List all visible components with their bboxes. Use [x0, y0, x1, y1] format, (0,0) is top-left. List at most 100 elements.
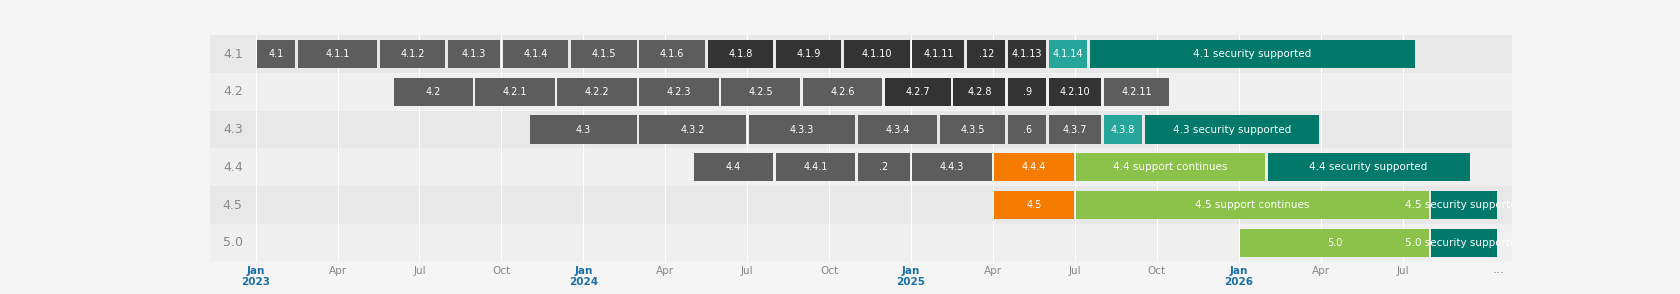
Bar: [502, 40, 568, 68]
Text: 4.1.6: 4.1.6: [660, 49, 684, 59]
Bar: [1077, 153, 1265, 181]
Text: 4.3.5: 4.3.5: [961, 125, 984, 135]
Bar: [640, 116, 746, 144]
Bar: [995, 153, 1074, 181]
Text: 5.0: 5.0: [223, 236, 244, 249]
Text: 4.1.13: 4.1.13: [1011, 49, 1042, 59]
Text: 4.1.5: 4.1.5: [591, 49, 617, 59]
Text: 4.2.5: 4.2.5: [749, 87, 773, 97]
Text: .6: .6: [1023, 125, 1032, 135]
Bar: [1008, 116, 1047, 144]
Bar: [954, 78, 1005, 106]
Text: 5.0: 5.0: [1327, 238, 1342, 248]
Text: 4.4: 4.4: [223, 161, 242, 174]
Bar: [776, 40, 842, 68]
Bar: [571, 40, 637, 68]
Text: 4.1.3: 4.1.3: [462, 49, 486, 59]
Text: 4.3 security supported: 4.3 security supported: [1173, 125, 1292, 135]
Text: 4.1.11: 4.1.11: [924, 49, 954, 59]
Bar: [1267, 153, 1470, 181]
Text: 4.2: 4.2: [425, 87, 440, 97]
Bar: [1104, 78, 1169, 106]
Bar: [210, 111, 255, 148]
Text: 4.4 support continues: 4.4 support continues: [1114, 162, 1228, 172]
Bar: [749, 116, 855, 144]
Text: 4.2.2: 4.2.2: [585, 87, 610, 97]
Text: 4.1.9: 4.1.9: [796, 49, 822, 59]
Text: 4.1: 4.1: [269, 49, 284, 59]
Bar: [885, 78, 951, 106]
Bar: [297, 40, 376, 68]
Text: 4.4: 4.4: [726, 162, 741, 172]
Bar: [1008, 40, 1047, 68]
Text: 4.1.14: 4.1.14: [1053, 49, 1084, 59]
Bar: [210, 186, 255, 224]
Text: 4.1.10: 4.1.10: [862, 49, 892, 59]
Text: 4.5 support continues: 4.5 support continues: [1196, 200, 1310, 210]
Bar: [858, 153, 911, 181]
Text: 4.1.4: 4.1.4: [524, 49, 548, 59]
Bar: [393, 78, 472, 106]
Text: 4.1 security supported: 4.1 security supported: [1193, 49, 1312, 59]
Text: 4.2: 4.2: [223, 85, 242, 98]
Bar: [912, 40, 964, 68]
Bar: [449, 40, 501, 68]
Bar: [640, 78, 719, 106]
Text: 4.2.10: 4.2.10: [1060, 87, 1090, 97]
Bar: [1431, 229, 1497, 257]
Bar: [255, 35, 1512, 73]
Text: 4.2.3: 4.2.3: [667, 87, 690, 97]
Bar: [558, 78, 637, 106]
Text: 4.2.11: 4.2.11: [1121, 87, 1152, 97]
Text: 4.2.1: 4.2.1: [502, 87, 528, 97]
Text: 4.3: 4.3: [576, 125, 591, 135]
Bar: [257, 40, 296, 68]
Bar: [1008, 78, 1047, 106]
Text: ...: ...: [1494, 263, 1505, 276]
Bar: [843, 40, 911, 68]
Text: 5.0 security supported: 5.0 security supported: [1404, 238, 1524, 248]
Text: 4.1.1: 4.1.1: [326, 49, 349, 59]
Text: 4.5 security supported: 4.5 security supported: [1404, 200, 1524, 210]
Bar: [255, 73, 1512, 111]
Text: 4.3.3: 4.3.3: [790, 125, 815, 135]
Text: 4.2.8: 4.2.8: [968, 87, 991, 97]
Text: 4.1.8: 4.1.8: [727, 49, 753, 59]
Text: 4.2.6: 4.2.6: [830, 87, 855, 97]
Text: 4.3: 4.3: [223, 123, 242, 136]
Bar: [1090, 40, 1415, 68]
Text: .2: .2: [879, 162, 889, 172]
Text: 4.4.4: 4.4.4: [1021, 162, 1047, 172]
Bar: [995, 191, 1074, 219]
Bar: [858, 116, 937, 144]
Bar: [968, 40, 1005, 68]
Bar: [1077, 191, 1428, 219]
Text: 4.2.7: 4.2.7: [906, 87, 931, 97]
Bar: [1431, 191, 1497, 219]
Bar: [694, 153, 773, 181]
Bar: [721, 78, 800, 106]
Text: 4.1: 4.1: [223, 48, 242, 61]
Bar: [380, 40, 445, 68]
Text: 4.3.7: 4.3.7: [1063, 125, 1087, 135]
Bar: [803, 78, 882, 106]
Bar: [255, 186, 1512, 224]
Bar: [1240, 229, 1428, 257]
Text: 4.5: 4.5: [1026, 200, 1042, 210]
Bar: [210, 35, 255, 73]
Bar: [475, 78, 554, 106]
Text: 4.4 security supported: 4.4 security supported: [1309, 162, 1428, 172]
Text: 4.3.8: 4.3.8: [1110, 125, 1136, 135]
Bar: [255, 224, 1512, 262]
Bar: [1144, 116, 1319, 144]
Bar: [210, 224, 255, 262]
Bar: [776, 153, 855, 181]
Text: 4.4.3: 4.4.3: [939, 162, 964, 172]
Text: 4.5: 4.5: [223, 198, 242, 212]
Text: .12: .12: [978, 49, 995, 59]
Text: 4.3.4: 4.3.4: [885, 125, 909, 135]
Bar: [255, 148, 1512, 186]
Text: 4.4.1: 4.4.1: [803, 162, 828, 172]
Bar: [1048, 78, 1100, 106]
Bar: [531, 116, 637, 144]
